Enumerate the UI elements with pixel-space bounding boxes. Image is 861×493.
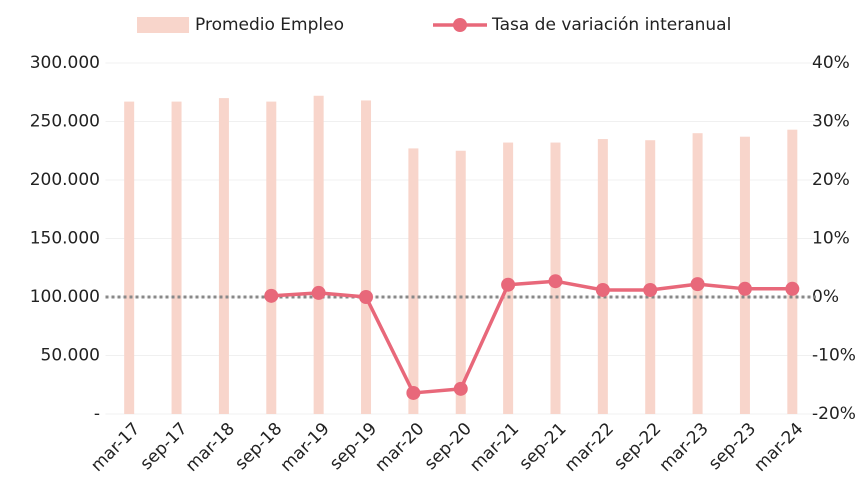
line-marker — [501, 277, 516, 292]
bar — [787, 129, 798, 414]
y-tick-label: 50.000 — [41, 346, 100, 366]
x-tick-label: mar-23 — [656, 419, 713, 476]
bar — [218, 98, 229, 414]
x-tick-label: sep-19 — [326, 419, 381, 474]
x-tick-label: mar-17 — [87, 419, 144, 476]
y-tick-label: 300.000 — [30, 53, 100, 73]
y-tick-label: 100.000 — [30, 287, 100, 307]
line-marker — [548, 274, 563, 289]
x-tick-label: sep-17 — [137, 419, 192, 474]
line-marker — [785, 281, 800, 296]
x-tick-label: sep-20 — [421, 419, 476, 474]
line-marker — [690, 277, 705, 292]
bar — [313, 95, 324, 414]
y2-tick-label: -20% — [812, 404, 856, 424]
bar — [124, 101, 135, 415]
y2-tick-label: 0% — [812, 287, 839, 307]
bar — [171, 101, 182, 415]
x-tick-label: sep-18 — [231, 419, 286, 474]
x-tick-label: mar-20 — [371, 419, 428, 476]
bar — [266, 101, 277, 415]
x-tick-label: sep-22 — [610, 419, 665, 474]
x-tick-label: mar-19 — [277, 419, 334, 476]
line-marker — [737, 281, 752, 296]
bar — [455, 150, 466, 414]
x-tick-label: mar-22 — [561, 419, 618, 476]
line-marker — [643, 282, 658, 297]
legend-swatch — [137, 17, 189, 33]
bar — [739, 136, 750, 414]
x-tick-label: mar-24 — [750, 419, 807, 476]
x-tick-label: sep-21 — [515, 419, 570, 474]
x-tick-label: mar-18 — [182, 419, 239, 476]
y-tick-label: 250.000 — [30, 112, 100, 132]
bar — [692, 133, 703, 414]
y2-tick-label: 20% — [812, 170, 850, 190]
x-tick-label: mar-21 — [466, 419, 523, 476]
legend-marker — [453, 18, 467, 32]
line-marker — [406, 385, 421, 400]
x-tick-label: sep-23 — [705, 419, 760, 474]
line-marker — [264, 288, 279, 303]
y-tick-label: - — [94, 404, 100, 424]
bar — [408, 148, 419, 414]
y-tick-label: 200.000 — [30, 170, 100, 190]
bar — [361, 100, 372, 414]
bar — [597, 139, 608, 415]
legend-label: Tasa de variación interanual — [491, 15, 731, 35]
line-marker — [359, 290, 374, 304]
line-marker — [311, 285, 326, 300]
y2-tick-label: 40% — [812, 53, 850, 73]
line — [271, 279, 793, 395]
y2-tick-label: 10% — [812, 229, 850, 249]
y2-tick-label: -10% — [812, 346, 856, 366]
line-marker — [453, 381, 468, 396]
line-marker — [595, 282, 610, 297]
legend-label: Promedio Empleo — [195, 15, 344, 35]
y2-tick-label: 30% — [812, 112, 850, 132]
y-tick-label: 150.000 — [30, 229, 100, 249]
bar — [645, 140, 656, 414]
